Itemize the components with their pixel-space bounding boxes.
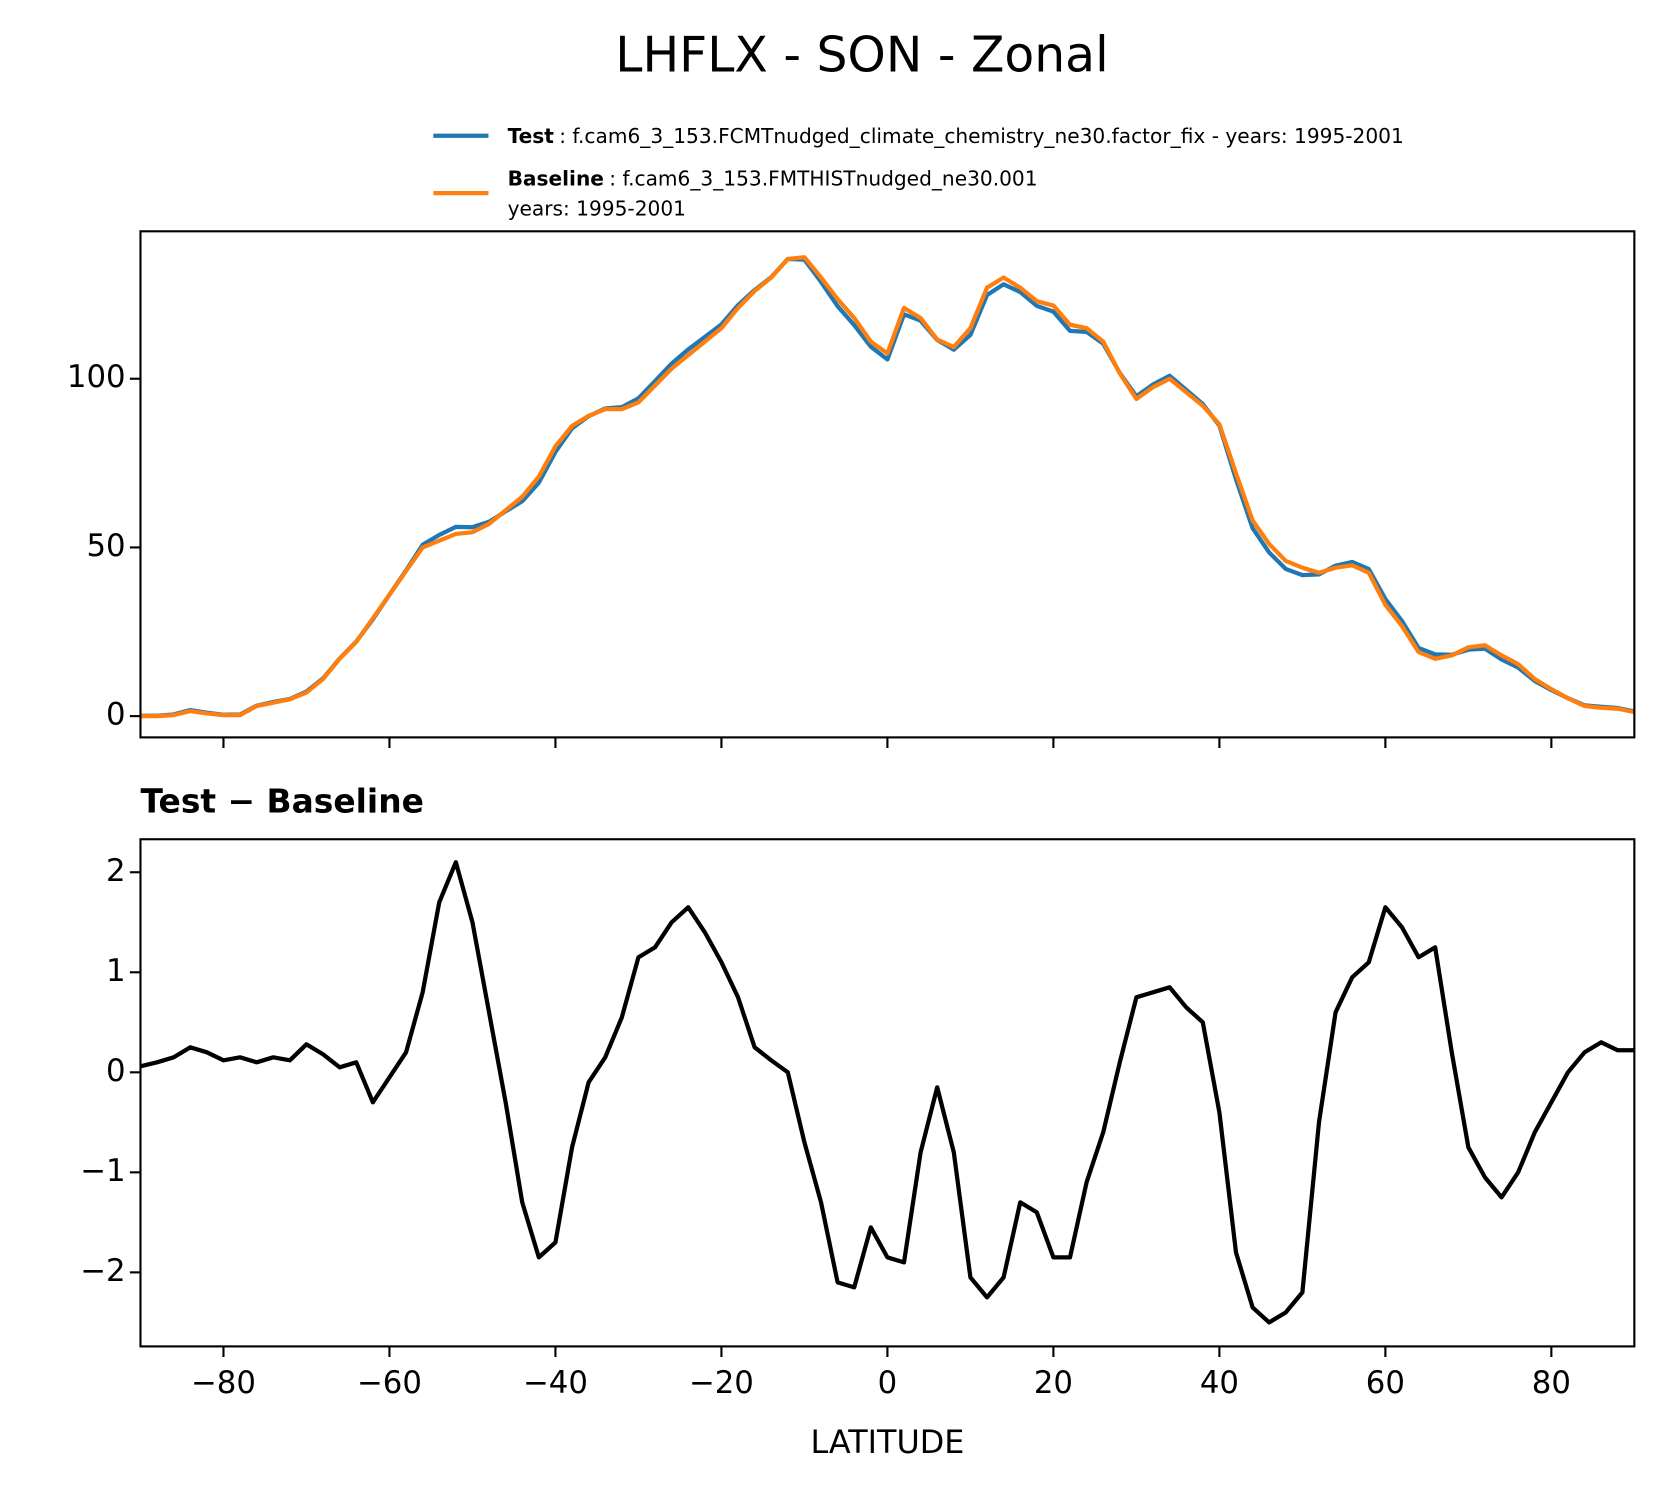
y-tick-label: 50 <box>86 528 125 564</box>
axes-frame <box>139 230 1636 739</box>
x-tick-label: 60 <box>1366 1365 1405 1401</box>
series-line <box>140 860 1635 1325</box>
legend-label: : f.cam6_3_153.FMTHISTnudged_ne30.001 <box>609 166 1037 190</box>
y-tick-label: 0 <box>106 697 126 733</box>
x-tick-label: −20 <box>689 1365 754 1401</box>
x-tick-label: −60 <box>357 1365 422 1401</box>
legend: Test: f.cam6_3_153.FCMTnudged_climate_ch… <box>433 123 1404 221</box>
y-tick-label: −1 <box>80 1153 125 1189</box>
series-line <box>140 256 1635 718</box>
x-tick-label: 0 <box>878 1365 898 1401</box>
legend-entry: Test: f.cam6_3_153.FCMTnudged_climate_ch… <box>508 123 1404 147</box>
x-tick-label: 80 <box>1532 1365 1571 1401</box>
axes-frame <box>139 838 1636 1348</box>
y-tick-label: 1 <box>106 953 126 989</box>
y-tick-label: 100 <box>67 359 126 395</box>
y-tick-label: 2 <box>106 853 126 889</box>
x-tick-label: −80 <box>191 1365 256 1401</box>
legend-label: : f.cam6_3_153.FCMTnudged_climate_chemis… <box>559 123 1404 147</box>
y-tick-label: 0 <box>106 1053 126 1089</box>
axes-title: Test − Baseline <box>140 782 423 821</box>
x-tick-label: −40 <box>523 1365 588 1401</box>
x-tick-label: 20 <box>1034 1365 1073 1401</box>
x-axis-label: LATITUDE <box>810 1423 964 1461</box>
series-line <box>140 255 1635 719</box>
figure-title: LHFLX - SON - Zonal <box>615 26 1108 83</box>
y-tick-label: −2 <box>80 1253 125 1289</box>
legend-label: years: 1995-2001 <box>508 197 686 221</box>
x-tick-label: 40 <box>1200 1365 1239 1401</box>
legend-entry: Baseline: f.cam6_3_153.FMTHISTnudged_ne3… <box>508 166 1038 190</box>
legend-name: Baseline <box>508 166 604 190</box>
legend-name: Test <box>508 123 555 147</box>
